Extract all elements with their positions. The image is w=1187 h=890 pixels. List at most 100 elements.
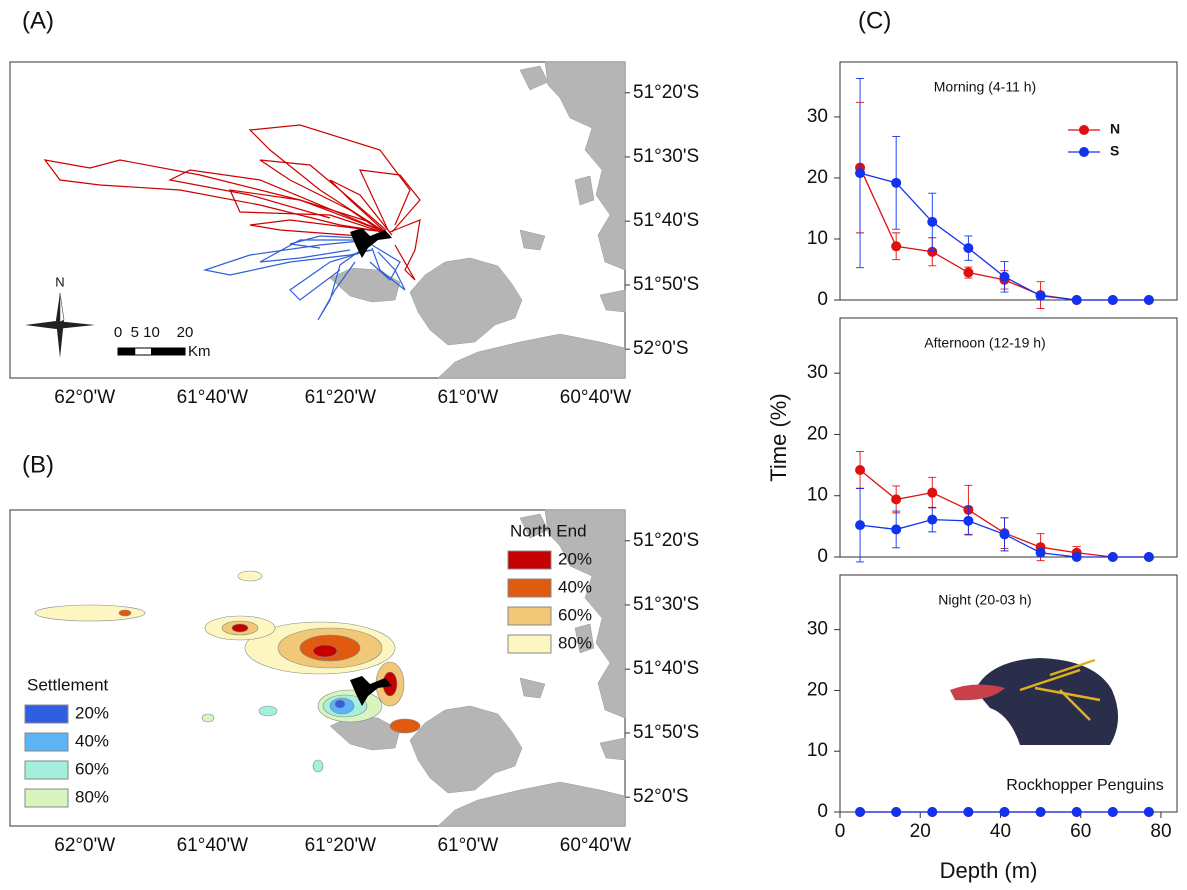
y-tick-label: 20 [807, 167, 828, 188]
map-frame [9, 61, 626, 379]
y-tick-label: 51°40'S [633, 210, 699, 231]
x-tick-label: 60°40'W [560, 835, 631, 856]
subplot-title: Afternoon (12-19 h) [924, 335, 1045, 351]
data-point [855, 807, 866, 817]
data-point [1143, 807, 1154, 817]
y-tick-label: 51°50'S [633, 274, 699, 295]
legend-label: 20% [75, 703, 109, 722]
scale-segment [151, 347, 186, 356]
legend-swatch [24, 760, 69, 780]
x-tick-label: 60°40'W [560, 387, 631, 408]
y-tick-label: 10 [807, 740, 828, 761]
y-tick-label: 51°50'S [633, 722, 699, 743]
x-tick-label: 61°0'W [437, 387, 498, 408]
x-tick-label: 61°40'W [177, 835, 248, 856]
y-tick-label: 51°20'S [633, 530, 699, 551]
y-axis-label: Time (%) [766, 393, 791, 481]
data-point [999, 807, 1010, 817]
compass [25, 292, 95, 358]
legend-title: North End [510, 521, 587, 540]
legend-label: S [1110, 143, 1119, 159]
data-point [927, 216, 938, 227]
x-axis-label: Depth (m) [940, 858, 1038, 883]
subplot-title: Morning (4-11 h) [934, 79, 1036, 95]
plot-frame [839, 61, 1178, 301]
y-tick-label: 0 [817, 289, 828, 310]
y-tick-label: 52°0'S [633, 786, 689, 807]
x-tick-label: 62°0'W [54, 387, 115, 408]
y-tick-label: 51°30'S [633, 594, 699, 615]
legend-swatch [24, 788, 69, 808]
x-tick-label: 61°0'W [437, 835, 498, 856]
x-tick-label: 61°40'W [177, 387, 248, 408]
data-point [855, 168, 866, 179]
data-point [927, 487, 938, 498]
legend-swatch [507, 634, 552, 654]
scale-label: 20 [177, 324, 194, 341]
scale-segment [134, 347, 152, 356]
penguin-illustration [950, 658, 1119, 745]
x-tick-label: 80 [1150, 821, 1171, 842]
panel-label: (A) [22, 7, 54, 34]
island [350, 228, 392, 258]
y-tick-label: 0 [817, 801, 828, 822]
y-tick-label: 30 [807, 106, 828, 127]
x-tick-label: 0 [835, 821, 846, 842]
legend-label: 40% [558, 577, 592, 596]
data-point [855, 520, 866, 531]
y-tick-label: 10 [807, 228, 828, 249]
legend-swatch [507, 578, 552, 598]
scale-unit: Km [188, 343, 211, 360]
y-tick-label: 30 [807, 362, 828, 383]
x-tick-label: 60 [1070, 821, 1091, 842]
legend-label: 20% [558, 549, 592, 568]
legend-label: N [1110, 121, 1120, 137]
y-tick-label: 52°0'S [633, 338, 689, 359]
legend-swatch [24, 732, 69, 752]
data-point [1107, 295, 1118, 305]
settlement-tracks [202, 235, 406, 321]
panel-label: (C) [858, 7, 891, 34]
scale-segment [117, 347, 136, 356]
data-point [891, 524, 902, 535]
y-tick-label: 20 [807, 679, 828, 700]
data-point [963, 243, 974, 254]
annotation: Rockhopper Penguins [1006, 777, 1163, 794]
legend-swatch [507, 606, 552, 626]
scale-label: 0 [114, 324, 122, 341]
x-tick-label: 61°20'W [305, 835, 376, 856]
data-point [1107, 552, 1118, 562]
data-point [927, 246, 938, 257]
data-point [1107, 807, 1118, 817]
data-point [963, 807, 974, 817]
x-tick-label: 62°0'W [54, 835, 115, 856]
y-tick-label: 20 [807, 423, 828, 444]
legend-label: 80% [558, 633, 592, 652]
y-tick-label: 51°40'S [633, 658, 699, 679]
x-tick-label: 20 [910, 821, 931, 842]
legend-label: 60% [75, 759, 109, 778]
y-tick-label: 51°30'S [633, 146, 699, 167]
y-tick-label: 10 [807, 485, 828, 506]
x-tick-label: 61°20'W [305, 387, 376, 408]
data-point [927, 514, 938, 525]
north-end-tracks [43, 124, 421, 281]
legend-title: Settlement [27, 675, 109, 694]
legend-label: 40% [75, 731, 109, 750]
data-point [1071, 552, 1082, 562]
data-point [927, 807, 938, 817]
legend-marker [1079, 147, 1089, 157]
data-point [963, 515, 974, 526]
data-point [1035, 290, 1046, 301]
subplot-title: Night (20-03 h) [938, 592, 1031, 608]
north-label: N [55, 274, 64, 289]
legend-label: 60% [558, 605, 592, 624]
data-point [1143, 552, 1154, 562]
data-point [1035, 807, 1046, 817]
data-point [963, 267, 974, 278]
legend-swatch [24, 704, 69, 724]
y-tick-label: 0 [817, 546, 828, 567]
panel-label: (B) [22, 451, 54, 478]
